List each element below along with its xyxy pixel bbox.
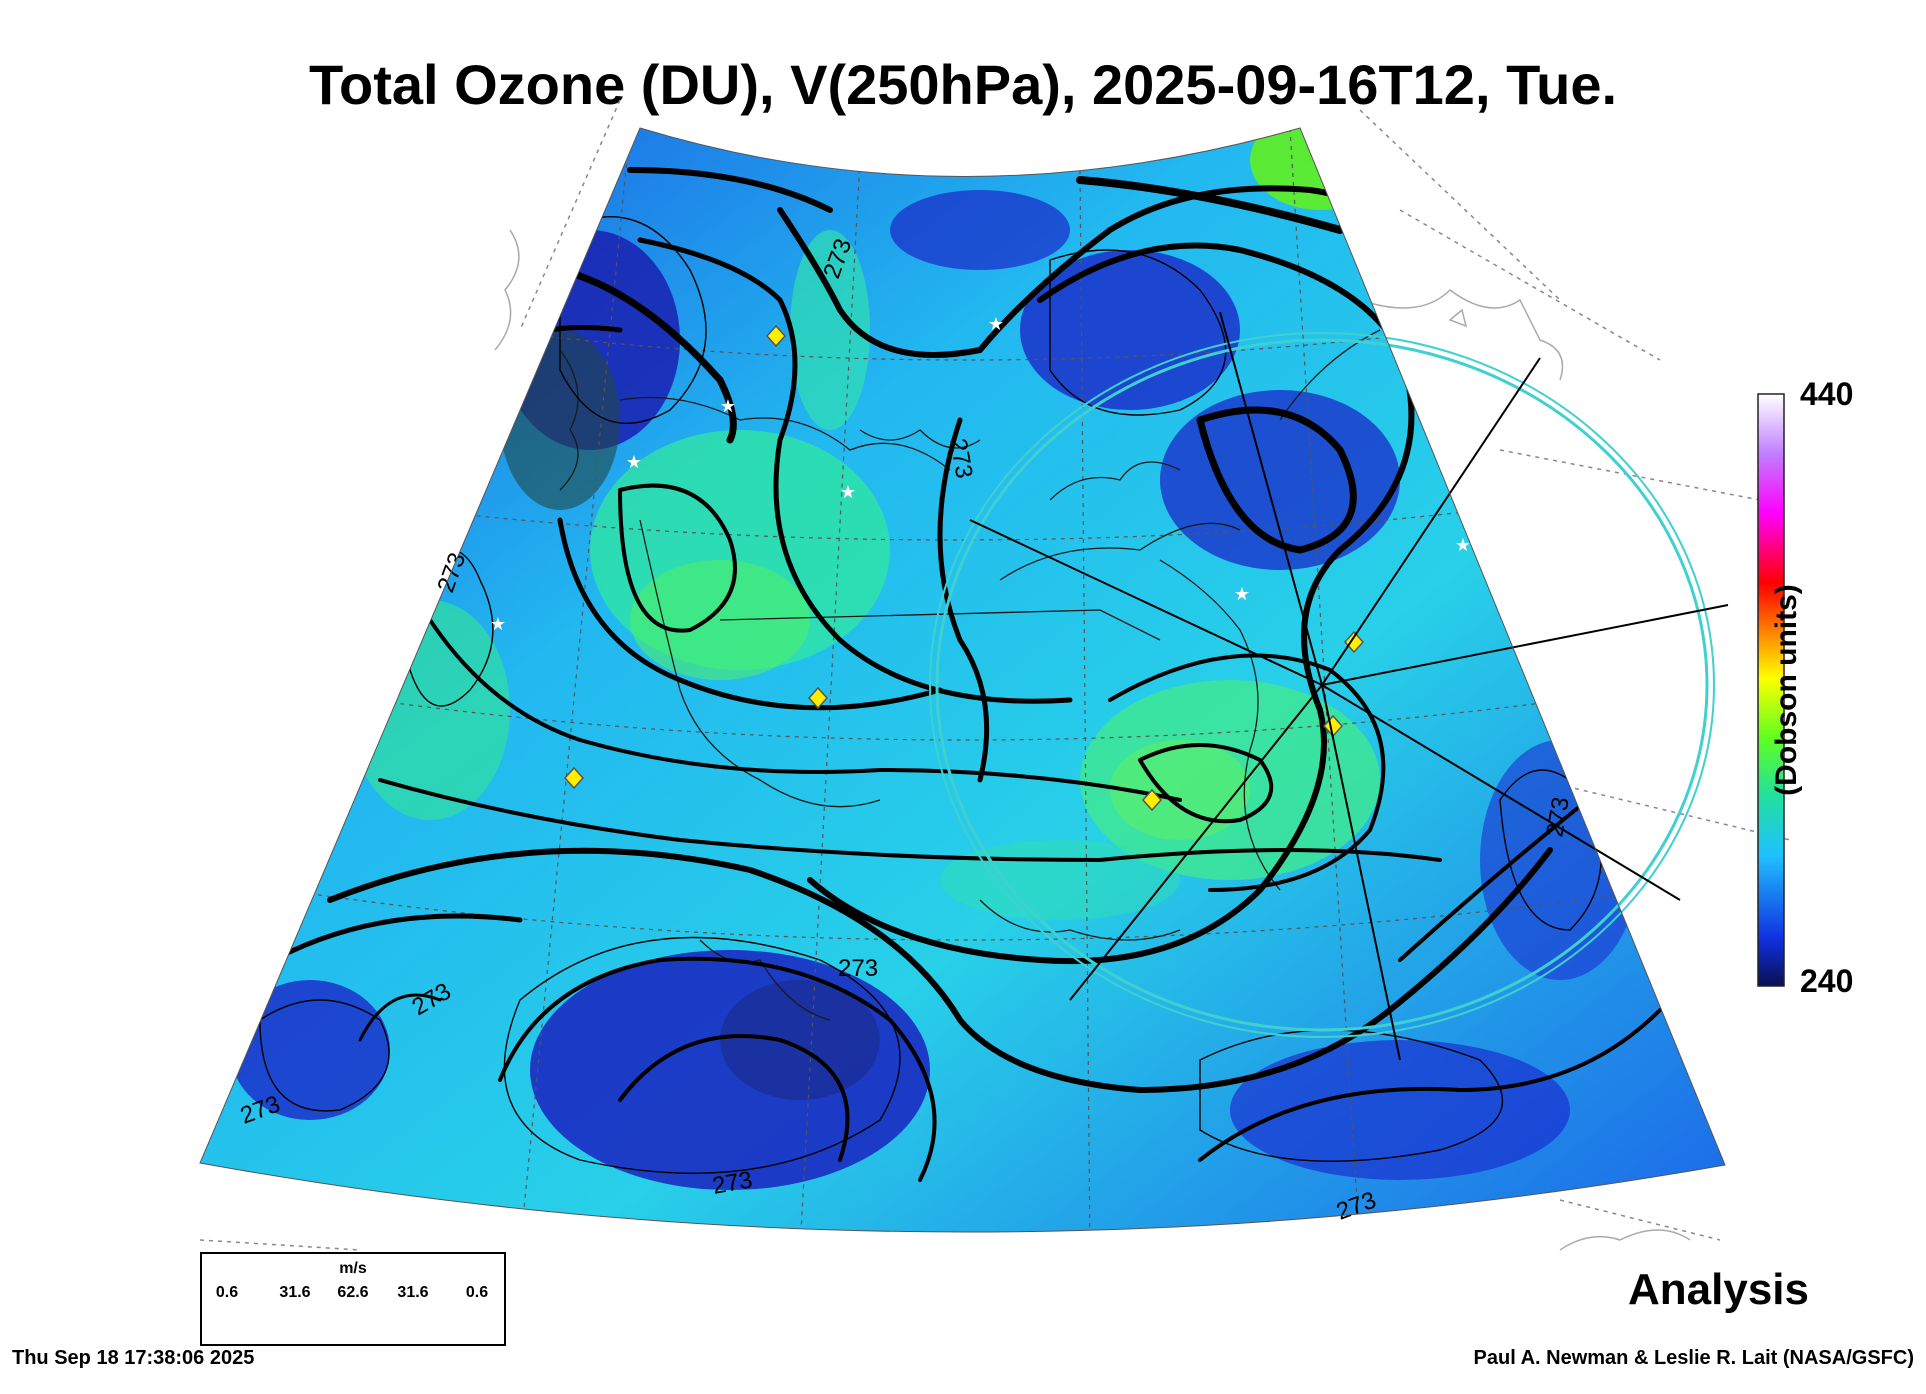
wind-legend-label: 0.6 xyxy=(465,1284,489,1301)
credit: Paul A. Newman & Leslie R. Lait (NASA/GS… xyxy=(1473,1347,1914,1369)
map-border xyxy=(199,127,1726,1233)
wind-legend-label: 31.6 xyxy=(279,1284,311,1301)
ozone-field xyxy=(200,128,1725,1233)
contour-label: 273 xyxy=(838,955,878,982)
colorbar xyxy=(1757,393,1785,987)
outer-coastlines xyxy=(494,229,1691,1251)
map-title: Total Ozone (DU), V(250hPa), 2025-09-16T… xyxy=(308,53,1618,116)
colorbar-units-label: (Dobson units) xyxy=(1770,584,1803,796)
svg-text:★: ★ xyxy=(490,614,506,635)
svg-text:★: ★ xyxy=(1234,584,1250,605)
wind-legend-label: 0.6 xyxy=(215,1284,239,1301)
station-stars: ★ ★ ★ ★ ★ ★ ★ xyxy=(490,314,1471,635)
svg-text:★: ★ xyxy=(1455,535,1471,556)
svg-text:★: ★ xyxy=(840,482,856,503)
timestamp: Thu Sep 18 17:38:06 2025 xyxy=(12,1347,255,1369)
station-diamonds xyxy=(563,324,1365,812)
svg-text:★: ★ xyxy=(626,452,642,473)
colorbar-min-label: 240 xyxy=(1800,963,1854,999)
wind-legend-label: 62.6 xyxy=(337,1284,369,1301)
svg-text:★: ★ xyxy=(720,396,736,417)
analysis-label: Analysis xyxy=(1628,1265,1809,1314)
wind-legend-units: m/s xyxy=(339,1260,367,1277)
colorbar-max-label: 440 xyxy=(1800,376,1854,412)
outer-graticule xyxy=(199,99,1791,1251)
wind-legend: m/s 0.6 31.6 62.6 31.6 0.6 xyxy=(200,1252,506,1346)
svg-text:★: ★ xyxy=(988,314,1004,335)
ring-rays xyxy=(969,311,1729,1061)
coastlines xyxy=(559,329,1381,1021)
target-ring xyxy=(929,332,1715,1038)
wind-legend-label: 31.6 xyxy=(397,1284,429,1301)
